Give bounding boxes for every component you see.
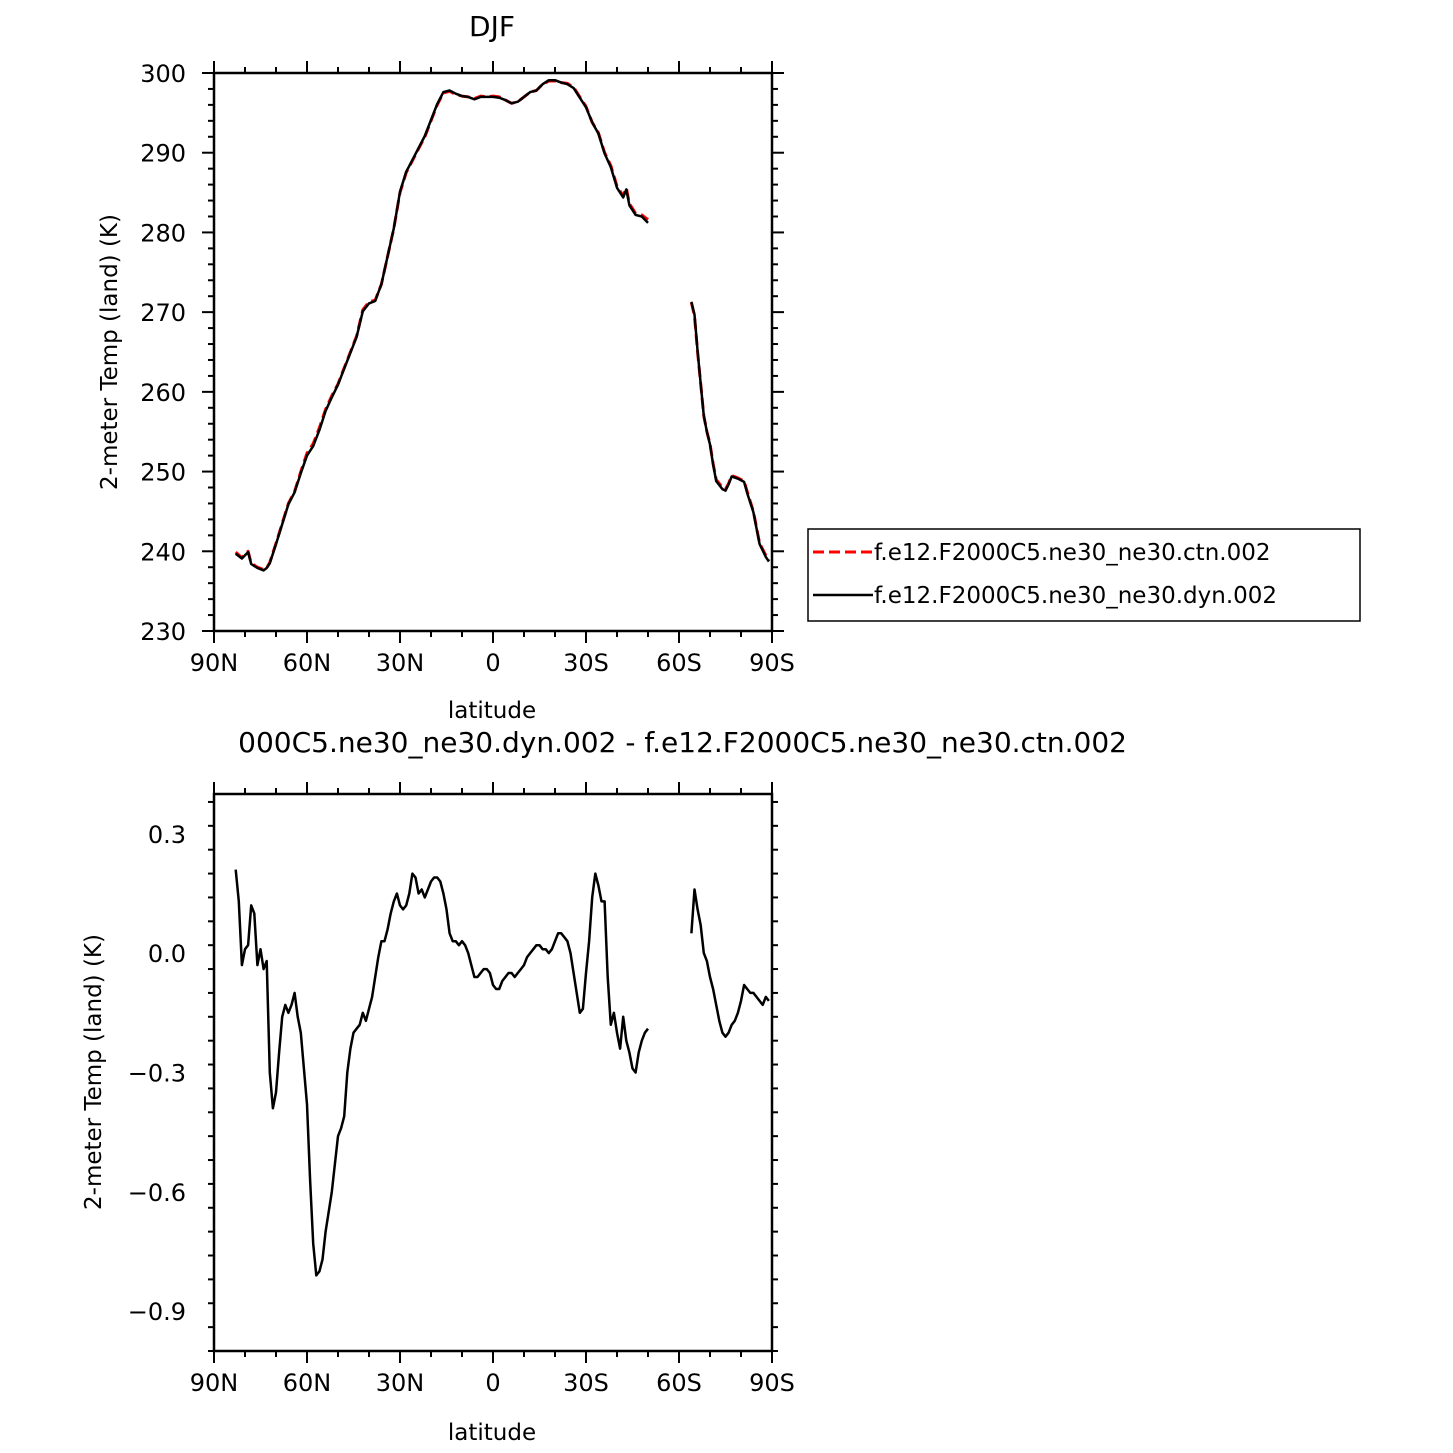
bottom-series-0-line-segment-0 (234, 869, 649, 1277)
top-series-group (234, 78, 771, 572)
bottom-panel: 000C5.ne30_ne30.dyn.002 - f.e12.F2000C5.… (81, 726, 1127, 1446)
bottom-x-tick-label: 60S (656, 1369, 702, 1397)
bottom-series-group (234, 869, 770, 1277)
bottom-x-tick-label: 60N (283, 1369, 332, 1397)
bottom-x-axis-title: latitude (448, 1420, 536, 1446)
legend-box (807, 528, 1361, 622)
bottom-plot-frame (212, 792, 774, 1353)
top-y-tick-label: 230 (140, 618, 186, 646)
top-panel: DJF 90N 60N 30N 0 30S 60S 90S 230 240 250 260 270 28… (97, 10, 1361, 724)
top-x-tick-label: 30N (376, 649, 425, 677)
top-series-0-line-segment-1 (689, 302, 771, 562)
top-y-tick-label: 270 (140, 299, 186, 327)
top-x-tick-label: 90S (749, 649, 795, 677)
bottom-x-tick-label: 0 (485, 1369, 500, 1397)
bottom-y-tick-label: −0.3 (128, 1060, 186, 1088)
top-chart-title: DJF (469, 10, 515, 43)
top-series-1-line-segment-1 (690, 301, 770, 563)
top-x-tick-label: 60S (656, 649, 702, 677)
bottom-chart-title: 000C5.ne30_ne30.dyn.002 - f.e12.F2000C5.… (238, 726, 1127, 759)
bottom-series-0-line-segment-1 (690, 888, 770, 1038)
top-plot-frame (212, 71, 774, 633)
bottom-x-tick-label: 90N (190, 1369, 239, 1397)
top-series-0-line-segment-0 (234, 79, 649, 572)
top-y-tick-label: 250 (140, 459, 186, 487)
bottom-axes: 90N 60N 30N 0 30S 60S 90S 0.3 0.0 −0.3 −0.6 −0.9 (128, 782, 795, 1397)
top-x-tick-label: 0 (485, 649, 500, 677)
top-y-tick-label: 240 (140, 538, 186, 566)
bottom-y-axis-title: 2-meter Temp (land) (K) (81, 934, 107, 1210)
top-y-tick-label: 290 (140, 140, 186, 168)
top-x-axis-title: latitude (448, 698, 536, 724)
top-series-1-line-segment-0 (234, 78, 649, 572)
legend-label-dyn: f.e12.F2000C5.ne30_ne30.dyn.002 (874, 583, 1277, 609)
top-y-axis-title: 2-meter Temp (land) (K) (97, 214, 123, 490)
top-x-tick-label: 30S (563, 649, 609, 677)
top-x-tick-label: 90N (190, 649, 239, 677)
bottom-x-tick-label: 90S (749, 1369, 795, 1397)
top-y-tick-label: 260 (140, 379, 186, 407)
bottom-y-tick-label: 0.3 (148, 821, 186, 849)
bottom-x-tick-label: 30N (376, 1369, 425, 1397)
legend: f.e12.F2000C5.ne30_ne30.ctn.002 f.e12.F2… (807, 528, 1361, 622)
bottom-y-tick-label: −0.6 (128, 1179, 186, 1207)
legend-label-ctn: f.e12.F2000C5.ne30_ne30.ctn.002 (874, 540, 1270, 566)
bottom-x-tick-label: 30S (563, 1369, 609, 1397)
bottom-y-tick-label: 0.0 (148, 940, 186, 968)
top-y-tick-label: 280 (140, 219, 186, 247)
top-x-tick-label: 60N (283, 649, 332, 677)
bottom-y-tick-label: −0.9 (128, 1298, 186, 1326)
top-axes: 90N 60N 30N 0 30S 60S 90S 230 240 250 260 270 280 290… (140, 60, 795, 677)
top-y-tick-label: 300 (140, 60, 186, 88)
